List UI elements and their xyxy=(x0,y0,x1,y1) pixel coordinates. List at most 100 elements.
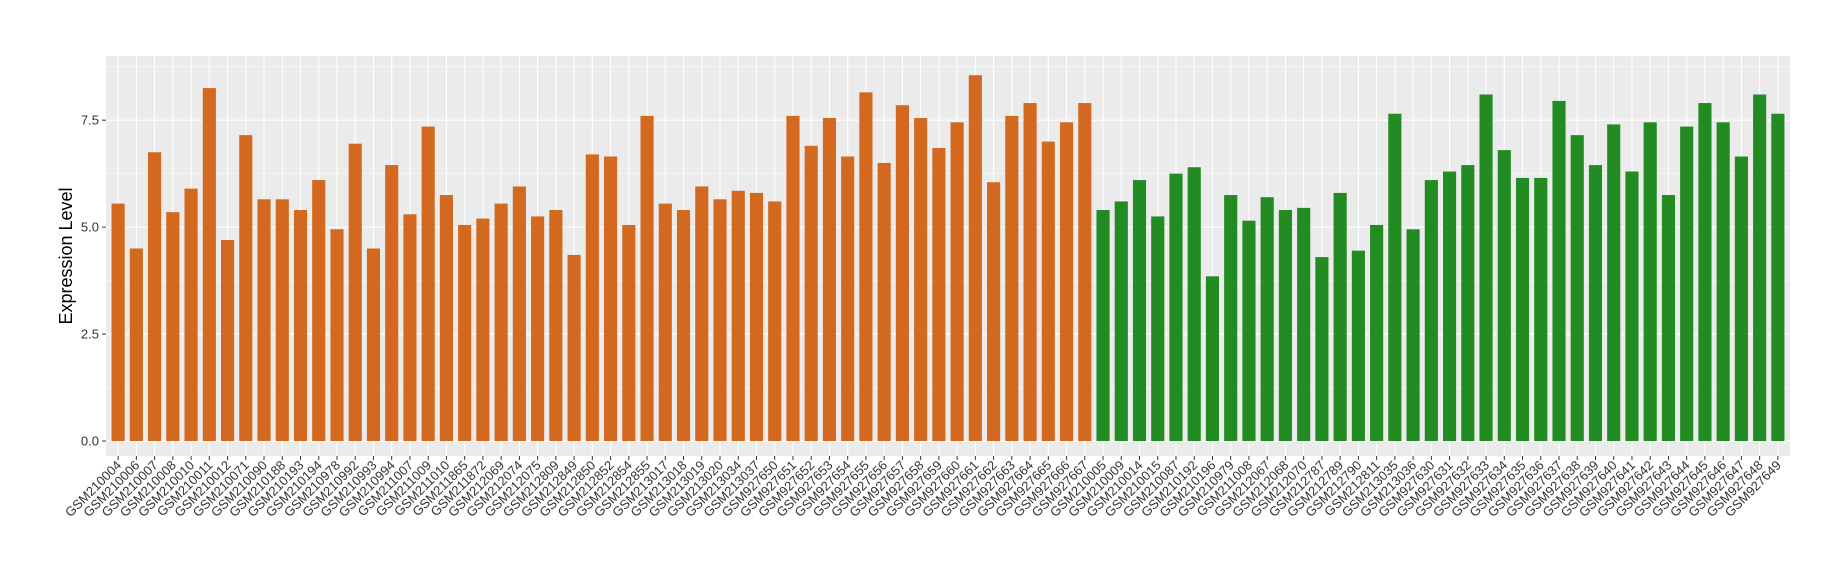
bar-GSM213017 xyxy=(658,203,672,442)
bar-GSM927665 xyxy=(1041,141,1055,442)
bar-GSM927654 xyxy=(841,156,855,442)
bar-GSM210193 xyxy=(293,210,308,442)
y-tick-label: 5.0 xyxy=(81,220,99,235)
bar-GSM213034 xyxy=(731,190,745,442)
bar-GSM210014 xyxy=(1132,180,1147,442)
bars xyxy=(111,75,1785,442)
bar-GSM210010 xyxy=(184,188,198,442)
bar-GSM927642 xyxy=(1643,122,1657,442)
bar-GSM927650 xyxy=(768,201,782,442)
bar-GSM210196 xyxy=(1205,276,1220,442)
bar-GSM210090 xyxy=(257,199,271,442)
bar-GSM212070 xyxy=(1297,207,1311,442)
bar-GSM213018 xyxy=(676,210,691,442)
bar-GSM210009 xyxy=(1114,201,1128,442)
bar-GSM210012 xyxy=(220,239,235,442)
bar-GSM212069 xyxy=(494,203,508,442)
bar-GSM927662 xyxy=(987,182,1001,442)
bar-GSM927647 xyxy=(1734,156,1748,442)
bar-GSM927643 xyxy=(1661,195,1676,442)
y-axis-title: Expression Level xyxy=(56,187,76,324)
bar-GSM927663 xyxy=(1005,115,1019,442)
y-tick-label: 2.5 xyxy=(81,327,99,342)
bar-GSM210192 xyxy=(1187,167,1201,442)
bar-GSM212787 xyxy=(1315,257,1329,442)
bar-GSM212067 xyxy=(1260,197,1274,442)
bar-GSM927649 xyxy=(1771,113,1785,442)
bar-GSM210004 xyxy=(111,203,125,442)
bar-GSM213019 xyxy=(695,186,709,442)
bar-GSM927632 xyxy=(1461,165,1475,442)
bar-GSM210087 xyxy=(1169,173,1183,442)
bar-GSM927648 xyxy=(1753,94,1767,442)
bar-GSM210015 xyxy=(1151,216,1165,442)
bar-GSM927631 xyxy=(1443,171,1457,442)
bar-GSM927644 xyxy=(1680,126,1694,442)
bar-GSM211872 xyxy=(476,218,490,442)
bar-GSM210194 xyxy=(312,180,326,442)
bar-GSM212789 xyxy=(1333,192,1347,442)
bar-GSM927658 xyxy=(914,118,928,442)
bar-GSM211007 xyxy=(403,214,417,442)
bar-GSM210188 xyxy=(275,199,289,442)
y-axis: 0.0 2.5 5.0 7.5 xyxy=(81,113,106,449)
bar-GSM927667 xyxy=(1078,103,1092,442)
bar-GSM927666 xyxy=(1059,122,1074,442)
bar-GSM927640 xyxy=(1607,124,1621,442)
bar-GSM213020 xyxy=(713,199,727,442)
bar-GSM212809 xyxy=(549,210,563,442)
bar-GSM212852 xyxy=(604,156,618,442)
bar-GSM927660 xyxy=(950,122,964,442)
bar-GSM212075 xyxy=(531,216,545,442)
bar-GSM211865 xyxy=(458,224,472,442)
bar-GSM210993 xyxy=(366,248,381,442)
bar-GSM211010 xyxy=(439,195,453,442)
bar-GSM212790 xyxy=(1351,250,1365,442)
bar-GSM210005 xyxy=(1096,210,1110,442)
bar-GSM210007 xyxy=(148,152,162,442)
bar-GSM210978 xyxy=(330,229,344,442)
y-tick-label: 0.0 xyxy=(81,434,99,449)
bar-GSM210979 xyxy=(1224,195,1238,442)
bar-GSM210011 xyxy=(202,88,216,442)
bar-GSM927645 xyxy=(1698,103,1712,442)
bar-GSM927633 xyxy=(1479,94,1493,442)
bar-GSM211009 xyxy=(421,126,435,442)
bar-GSM927652 xyxy=(804,145,818,442)
bar-GSM212850 xyxy=(585,154,599,442)
bar-GSM927630 xyxy=(1424,180,1438,442)
bar-GSM927661 xyxy=(968,75,982,442)
bar-GSM212855 xyxy=(640,115,654,442)
bar-GSM210006 xyxy=(129,248,143,442)
bar-GSM212849 xyxy=(567,254,581,442)
bar-GSM927637 xyxy=(1552,100,1566,442)
bar-GSM927655 xyxy=(859,92,873,442)
y-tick-label: 7.5 xyxy=(81,113,99,128)
bar-GSM927635 xyxy=(1515,177,1530,442)
bar-GSM927657 xyxy=(895,105,909,442)
bar-GSM213037 xyxy=(749,192,764,442)
bar-GSM210071 xyxy=(239,135,253,442)
bar-GSM212074 xyxy=(512,186,526,442)
bar-GSM927639 xyxy=(1588,165,1603,442)
bar-GSM210992 xyxy=(348,143,362,442)
bar-GSM927651 xyxy=(786,115,800,442)
bar-GSM211008 xyxy=(1242,220,1256,442)
bar-GSM213036 xyxy=(1406,229,1420,442)
bar-GSM212811 xyxy=(1370,224,1384,442)
bar-GSM927634 xyxy=(1497,150,1511,442)
bar-GSM927653 xyxy=(822,118,837,442)
bar-GSM927636 xyxy=(1534,177,1548,442)
x-axis: GSM210004GSM210006GSM210007GSM210008GSM2… xyxy=(62,456,1784,520)
bar-GSM927638 xyxy=(1570,135,1584,442)
bar-GSM927646 xyxy=(1716,122,1730,442)
bar-GSM212068 xyxy=(1278,210,1292,442)
bar-GSM213035 xyxy=(1388,113,1402,442)
bar-GSM210994 xyxy=(385,165,399,442)
bar-GSM927664 xyxy=(1023,103,1037,442)
bar-GSM210008 xyxy=(166,212,180,442)
bar-GSM927656 xyxy=(877,162,891,442)
bar-GSM927659 xyxy=(932,147,946,442)
bar-GSM927641 xyxy=(1625,171,1639,442)
